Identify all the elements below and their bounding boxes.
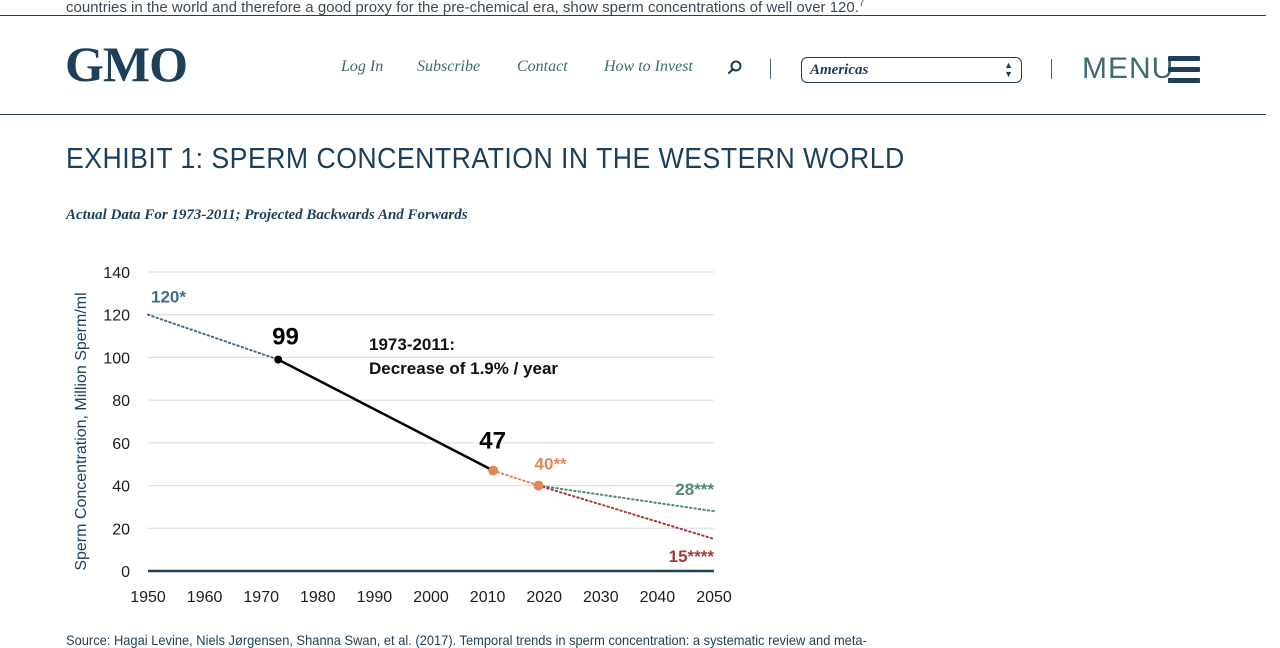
y-tick-label: 20 <box>112 521 130 538</box>
x-tick-label: 1950 <box>130 589 166 606</box>
series-line-2 <box>492 469 540 487</box>
select-arrows-icon: ▲ ▼ <box>1004 60 1013 79</box>
region-select[interactable]: Americas ▲ ▼ <box>801 57 1022 83</box>
y-tick-label: 40 <box>112 479 130 496</box>
exhibit-title: EXHIBIT 1: SPERM CONCENTRATION IN THE WE… <box>66 143 905 175</box>
data-point <box>488 465 499 476</box>
nav-subscribe[interactable]: Subscribe <box>417 58 481 75</box>
nav-contact[interactable]: Contact <box>517 58 568 75</box>
x-tick-label: 1980 <box>300 589 336 606</box>
nav-divider <box>1051 59 1052 79</box>
footnote-ref[interactable]: 7 <box>858 0 865 9</box>
data-label: 99 <box>272 324 299 351</box>
data-label: 15**** <box>669 547 715 566</box>
y-tick-label: 140 <box>103 265 130 282</box>
chart-annotation: 1973-2011: <box>369 335 455 354</box>
y-tick-label: 100 <box>103 350 130 367</box>
search-icon[interactable] <box>726 59 744 77</box>
site-header: GMO Log In Subscribe Contact How to Inve… <box>0 15 1266 115</box>
data-label: 47 <box>479 428 506 455</box>
intro-text: countries in the world and therefore a g… <box>66 0 859 15</box>
data-label: 40** <box>535 455 568 474</box>
source-note: Source: Hagai Levine, Niels Jørgensen, S… <box>66 632 867 648</box>
x-tick-label: 1970 <box>243 589 279 606</box>
x-tick-label: 2020 <box>526 589 562 606</box>
series-line-1 <box>277 358 494 472</box>
x-tick-label: 2040 <box>640 589 676 606</box>
y-tick-label: 0 <box>121 564 130 581</box>
menu-button-label[interactable]: MENU <box>1082 52 1175 85</box>
intro-paragraph-fragment: countries in the world and therefore a g… <box>66 0 1246 15</box>
y-tick-label: 60 <box>112 436 130 453</box>
x-tick-label: 2050 <box>696 589 732 606</box>
data-point <box>274 355 283 364</box>
series-line-3 <box>537 484 715 513</box>
nav-divider <box>770 59 771 79</box>
series-line-0 <box>147 313 280 361</box>
x-tick-label: 2000 <box>413 589 449 606</box>
region-select-value: Americas <box>810 62 869 78</box>
x-tick-label: 1990 <box>357 589 393 606</box>
chart-annotation: Decrease of 1.9% / year <box>369 359 558 378</box>
gmo-logo[interactable]: GMO <box>65 36 188 92</box>
series-line-4 <box>537 484 715 540</box>
y-axis-label: Sperm Concentration, Million Sperm/ml <box>73 292 90 570</box>
data-point <box>533 480 544 491</box>
x-tick-label: 2010 <box>470 589 506 606</box>
nav-how-to-invest[interactable]: How to Invest <box>604 58 693 75</box>
y-tick-label: 120 <box>103 308 130 325</box>
nav-log-in[interactable]: Log In <box>341 58 384 75</box>
data-label: 28*** <box>675 480 714 499</box>
y-tick-label: 80 <box>112 393 130 410</box>
hamburger-icon[interactable] <box>1168 56 1200 84</box>
x-tick-label: 1960 <box>187 589 223 606</box>
data-label: 120* <box>151 288 186 307</box>
exhibit-subtitle: Actual Data For 1973-2011; Projected Bac… <box>66 207 468 223</box>
x-tick-label: 2030 <box>583 589 619 606</box>
